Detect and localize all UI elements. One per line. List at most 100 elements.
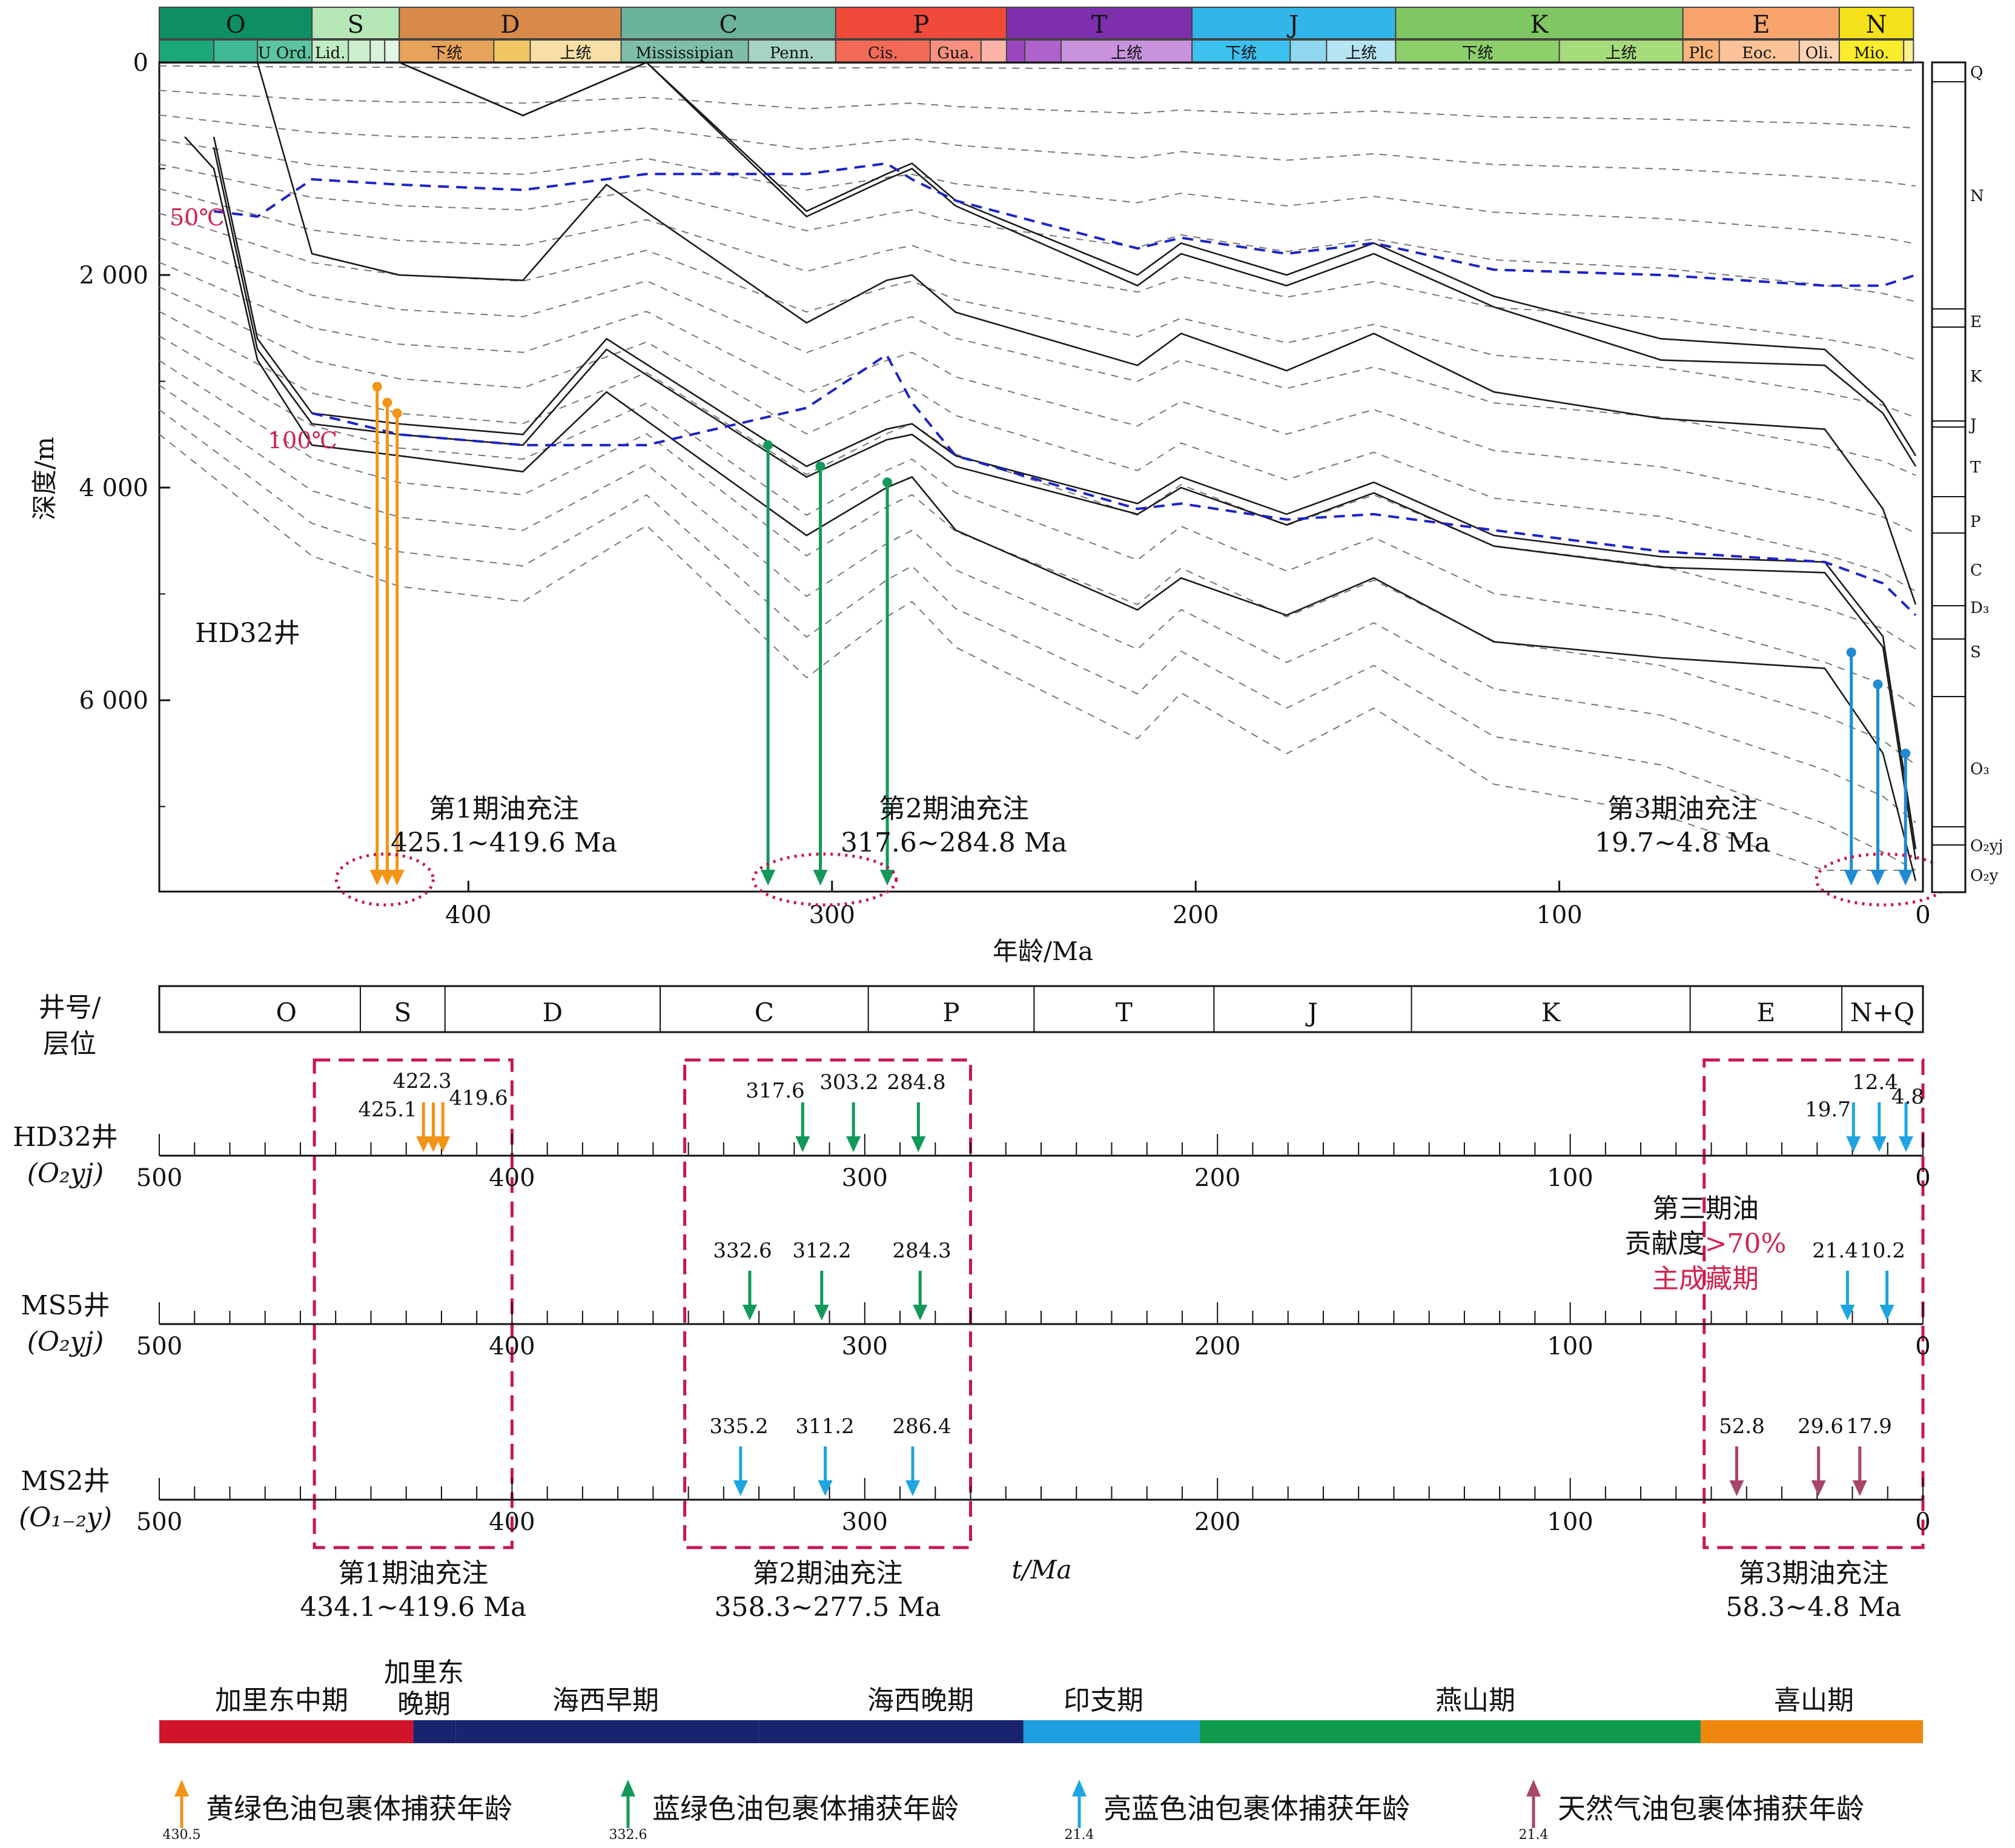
- subperiod-cell: [493, 39, 531, 64]
- charge-arrow-head: [1898, 870, 1913, 886]
- well-axis-tick-label: 300: [842, 1508, 888, 1536]
- subperiod-cell: [1060, 39, 1193, 64]
- age-label: 29.6: [1798, 1414, 1844, 1439]
- period-label: K: [1530, 11, 1549, 39]
- subperiod-label: Plc: [1689, 44, 1713, 62]
- age-label: 286.4: [892, 1414, 951, 1439]
- charge-window-range: 434.1~419.6 Ma: [300, 1592, 526, 1623]
- y-axis-title: 深度/m: [30, 437, 59, 520]
- strat-label: J: [1305, 998, 1318, 1027]
- orogeny-segment: [1023, 1720, 1200, 1743]
- y-tick-label: 2 000: [79, 262, 148, 290]
- period-label: S: [348, 11, 364, 39]
- well-axis-tick-label: 400: [489, 1333, 535, 1360]
- charge-arrow-head: [880, 870, 895, 886]
- charge-start-dot: [815, 461, 826, 471]
- annotation-line2a: 贡献度: [1625, 1228, 1705, 1259]
- strat-label: T: [1970, 459, 1981, 477]
- charge-title: 第1期油充注: [429, 793, 579, 824]
- age-label: 419.6: [449, 1086, 508, 1110]
- legend-label: 蓝绿色油包裹体捕获年龄: [652, 1792, 959, 1825]
- period-label: D: [500, 11, 520, 39]
- legend-sample-age: 21.4: [1065, 1827, 1094, 1843]
- age-arrow-head: [1846, 1136, 1861, 1152]
- charge-window-range: 358.3~277.5 Ma: [715, 1592, 941, 1623]
- age-arrow-head: [742, 1305, 757, 1320]
- strata-dashed-line: [159, 311, 1916, 650]
- age-arrow-head: [1879, 1305, 1894, 1320]
- age-label: 317.6: [746, 1079, 804, 1103]
- well-layer: (O₂yj): [27, 1326, 104, 1357]
- isotherm-100-label: 100℃: [268, 427, 337, 454]
- strat-label: K: [1541, 998, 1561, 1027]
- annotation-line2b: >70%: [1705, 1228, 1787, 1259]
- subperiod-cell: [1289, 39, 1328, 64]
- charge-range: 317.6~284.8 Ma: [841, 827, 1067, 858]
- charge-window-title: 第2期油充注: [753, 1558, 903, 1589]
- well-axis-tick-label: 300: [842, 1333, 888, 1360]
- legend-sample-age: 332.6: [609, 1827, 647, 1843]
- charge-range: 19.7~4.8 Ma: [1595, 827, 1770, 858]
- period-label: C: [719, 11, 738, 39]
- subperiod-cell: [835, 39, 931, 64]
- charge-start-dot: [382, 397, 392, 408]
- burial-curve: [213, 136, 1917, 849]
- orogeny-segment: [1701, 1720, 1923, 1743]
- charge-start-dot: [1846, 647, 1856, 658]
- subperiod-cell: [369, 39, 386, 64]
- orogeny-label: 印支期: [1064, 1685, 1143, 1716]
- legend: 430.5 黄绿色油包裹体捕获年龄 332.6 蓝绿色油包裹体捕获年龄 21.4 亮蓝色油…: [163, 1780, 1864, 1843]
- period-cell: [399, 7, 622, 39]
- age-label: 422.3: [392, 1069, 451, 1093]
- period-cell: [1005, 7, 1193, 39]
- well-axis-tick-label: 100: [1547, 1508, 1593, 1536]
- subperiod-label: Mio.: [1854, 44, 1889, 62]
- charge-window-range: 58.3~4.8 Ma: [1725, 1592, 1901, 1623]
- period-cell: [1838, 7, 1914, 39]
- charge-range: 425.1~419.6 Ma: [391, 827, 617, 858]
- period-label: N: [1866, 11, 1887, 39]
- charge-arrow-head: [380, 870, 395, 886]
- subperiod-cell: [159, 39, 215, 64]
- x-tick-label: 200: [1173, 901, 1219, 929]
- strat-label: D: [543, 998, 563, 1027]
- subperiod-label: 下统: [1461, 44, 1493, 62]
- charge-window: [313, 1058, 514, 1549]
- orogeny-label: 海西早期: [552, 1685, 659, 1716]
- burial-curve: [213, 147, 1917, 860]
- subperiod-cell: [1326, 39, 1397, 64]
- strat-label: Q: [1970, 64, 1983, 82]
- age-label: 284.8: [887, 1070, 945, 1095]
- age-label: 335.2: [709, 1414, 768, 1439]
- orogeny-segment: [759, 1720, 1024, 1743]
- subperiod-label: Eoc.: [1742, 44, 1776, 62]
- age-label: 332.6: [713, 1239, 772, 1263]
- period-label: E: [1752, 11, 1770, 39]
- charge-window: [683, 1058, 973, 1549]
- orogeny-label: 喜山期: [1774, 1685, 1854, 1716]
- age-arrow-head: [1871, 1136, 1887, 1152]
- isotherm-line: [213, 162, 1916, 287]
- age-label: 52.8: [1719, 1414, 1765, 1439]
- strat-label: P: [942, 998, 959, 1027]
- annotation-line1: 第三期油: [1652, 1193, 1759, 1224]
- subperiod-label: 下统: [431, 44, 462, 62]
- age-arrow-head: [416, 1136, 431, 1152]
- x-tick-label: 0: [1915, 901, 1930, 929]
- isotherm-50-label: 50℃: [170, 204, 225, 231]
- strat-column: [1931, 61, 1967, 893]
- well-name: HD32井: [13, 1122, 118, 1153]
- charge-arrow-head: [389, 870, 405, 886]
- age-arrow-head: [905, 1480, 921, 1496]
- strata-dashed-line: [159, 139, 1916, 245]
- subperiod-label: Gua.: [937, 44, 974, 62]
- strat-label: K: [1970, 368, 1982, 386]
- charge-start-dot: [763, 440, 773, 450]
- period-label: J: [1286, 11, 1299, 39]
- subperiod-cell: [384, 39, 400, 64]
- annotation-line3: 主成藏期: [1652, 1263, 1759, 1294]
- well-axis-tick-label: 500: [136, 1333, 182, 1360]
- subperiod-cell: [1903, 39, 1914, 64]
- orogeny-label: 加里东中期: [215, 1685, 348, 1716]
